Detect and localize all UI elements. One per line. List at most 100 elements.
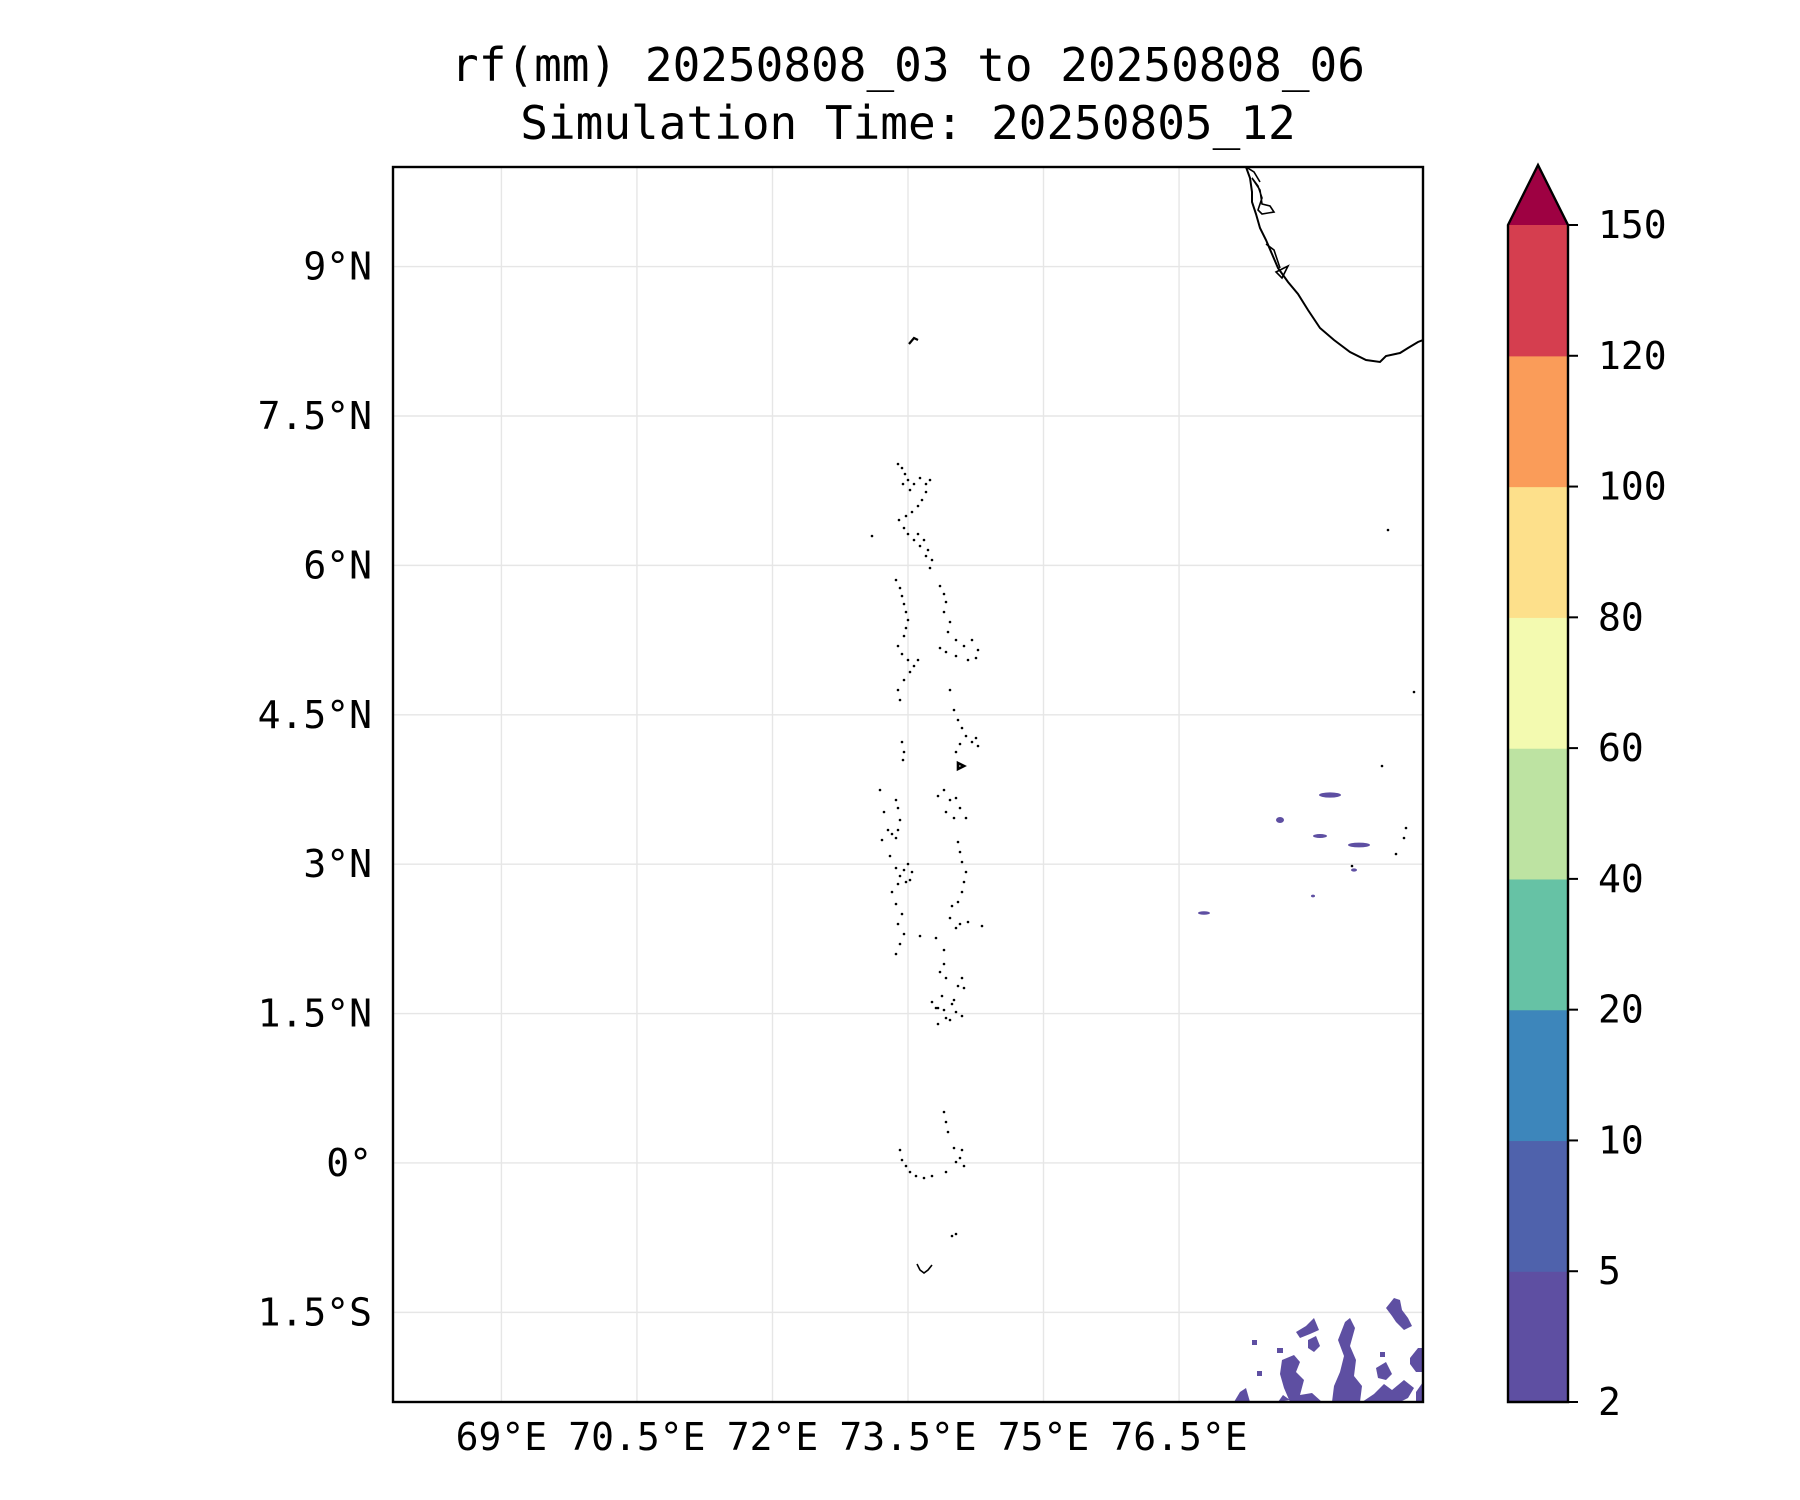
- island-dot: [912, 538, 916, 542]
- island-dot: [906, 618, 910, 622]
- island-dot: [908, 670, 912, 674]
- island-dot: [980, 924, 984, 928]
- coastlines: [908, 167, 1423, 1274]
- island-dot: [960, 1014, 964, 1018]
- island-dot: [922, 538, 926, 542]
- island-dot: [880, 838, 884, 842]
- rain-patch: [1278, 1395, 1290, 1402]
- island-dot: [924, 482, 928, 486]
- island-dot: [962, 1164, 966, 1168]
- island-dot: [1350, 864, 1354, 868]
- island-dot: [938, 970, 942, 974]
- lon-tick-label: 76.5°E: [1110, 1415, 1247, 1459]
- island-dot: [962, 986, 966, 990]
- island-dot: [894, 866, 898, 870]
- coastal-inlet: [1274, 264, 1290, 280]
- island-dot: [918, 544, 922, 548]
- lat-tick-label: 3°N: [303, 842, 372, 886]
- island-dot: [956, 718, 960, 722]
- island-dot: [940, 994, 944, 998]
- island-dot: [944, 650, 948, 654]
- colorbar: 2 5 10 20 40 60 80 100 120 150: [1506, 162, 1667, 1424]
- island-dot: [896, 922, 900, 926]
- rain-patch: [1234, 1388, 1250, 1402]
- island-dot: [936, 1006, 940, 1010]
- island-dot: [960, 860, 964, 864]
- island-dot: [948, 798, 952, 802]
- rain-cell: [1313, 834, 1327, 838]
- lat-tick-label: 1.5°S: [258, 1290, 372, 1334]
- island-dot: [903, 472, 907, 476]
- island-dot: [1386, 528, 1390, 532]
- island-dot: [1380, 764, 1384, 768]
- island-dot: [962, 644, 966, 648]
- rain-patch: [1252, 1340, 1257, 1345]
- island-dot: [958, 850, 962, 854]
- island-dot: [906, 658, 910, 662]
- island-dot: [896, 462, 900, 466]
- island-dot: [974, 736, 978, 740]
- island-dot: [958, 806, 962, 810]
- island-dot: [878, 788, 882, 792]
- island-dot: [942, 610, 946, 614]
- island-dot: [970, 740, 974, 744]
- island-dot: [1394, 852, 1398, 856]
- rain-patch: [1380, 1352, 1385, 1357]
- island-dot: [926, 548, 930, 552]
- island-male: [956, 760, 967, 772]
- island-dot: [900, 1158, 904, 1162]
- island-dot: [910, 870, 914, 874]
- island-dot: [938, 584, 942, 588]
- island-dot: [896, 828, 900, 832]
- island-dot: [950, 1234, 954, 1238]
- island-dot: [908, 878, 912, 882]
- island-dot: [942, 948, 946, 952]
- island-dot: [918, 476, 922, 480]
- island-dot: [890, 832, 894, 836]
- colorbar-segment: [1508, 748, 1568, 880]
- colorbar-tick-label: 2: [1598, 1380, 1621, 1424]
- island-dot: [930, 1174, 934, 1178]
- island-dot: [890, 890, 894, 894]
- island-dot: [901, 758, 905, 762]
- island-dot: [956, 840, 960, 844]
- rain-cell: [1348, 842, 1370, 848]
- island-dot: [944, 1120, 948, 1124]
- island-dot: [948, 688, 952, 692]
- island-dot: [928, 478, 932, 482]
- island-dot: [902, 602, 906, 606]
- island-dot: [886, 828, 890, 832]
- colorbar-segment: [1508, 1009, 1568, 1142]
- island-dot: [904, 1164, 908, 1168]
- rain-patch: [1280, 1355, 1322, 1402]
- island-dot: [902, 750, 906, 754]
- island-dot: [954, 926, 958, 930]
- island-dot: [900, 740, 904, 744]
- island-dot: [944, 810, 948, 814]
- colorbar-segment: [1508, 355, 1568, 488]
- island-dot: [954, 1160, 958, 1164]
- rain-patch: [1386, 1298, 1412, 1330]
- island-dot: [900, 466, 904, 470]
- lat-tick-label: 4.5°N: [258, 693, 372, 737]
- island-dot: [896, 644, 900, 648]
- island-dot: [888, 854, 892, 858]
- rain-cell: [1351, 868, 1357, 872]
- island-dot: [901, 482, 905, 486]
- island-dot: [894, 902, 898, 906]
- island-dot: [912, 664, 916, 668]
- island-dot: [960, 726, 964, 730]
- island-dot: [944, 600, 948, 604]
- island-dot: [894, 578, 898, 582]
- island-dot: [912, 482, 916, 486]
- latitude-ticks: 9°N 7.5°N 6°N 4.5°N 3°N 1.5°N 0° 1.5°S: [258, 245, 372, 1335]
- island-dot: [954, 796, 958, 800]
- rain-patch: [1277, 1348, 1283, 1353]
- island-dot: [897, 518, 901, 522]
- colorbar-segment: [1508, 1140, 1568, 1272]
- island-dot: [952, 1146, 956, 1150]
- island-dot: [902, 932, 906, 936]
- island-dot: [942, 788, 946, 792]
- colorbar-tick-label: 150: [1598, 203, 1667, 247]
- rain-patch: [1308, 1336, 1320, 1352]
